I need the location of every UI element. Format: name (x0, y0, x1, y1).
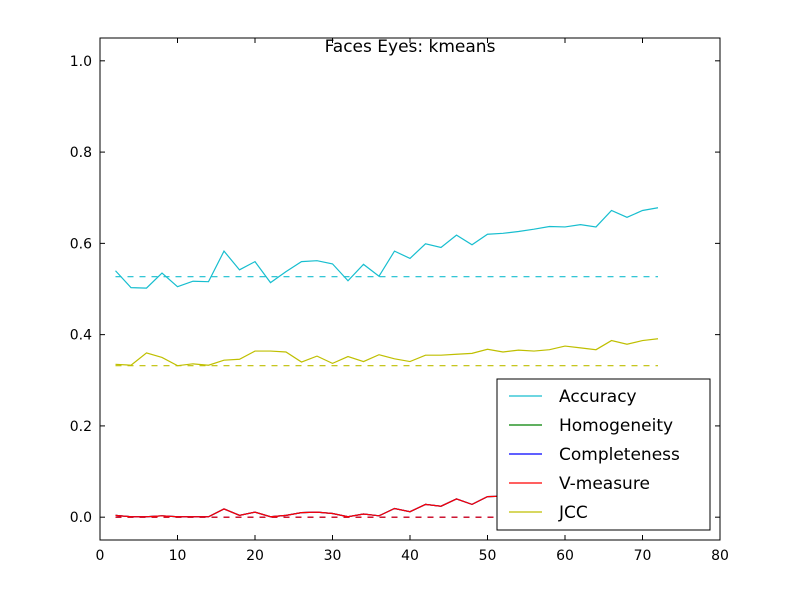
x-tick-label: 60 (556, 548, 574, 564)
x-tick-label: 10 (169, 548, 187, 564)
y-tick-label: 0.8 (70, 145, 92, 161)
series-line-accuracy (115, 207, 659, 289)
x-tick-label: 30 (324, 548, 342, 564)
legend-label-completeness: Completeness (559, 445, 680, 465)
legend: Accuracy Homogeneity Completeness V-measure… (496, 378, 711, 531)
series-line-jcc (115, 338, 659, 367)
x-tick-label: 70 (634, 548, 652, 564)
x-tick-label: 20 (246, 548, 264, 564)
x-tick-label: 80 (711, 548, 729, 564)
y-tick-label: 0.0 (70, 510, 92, 526)
legend-label-homogeneity: Homogeneity (559, 416, 673, 436)
x-tick-label: 40 (401, 548, 419, 564)
plot-area-frame (99, 37, 721, 541)
y-tick-label: 0.2 (70, 419, 92, 435)
ticks-layer: 0 10 20 30 40 50 60 70 80 0.0 0.2 0.4 0.6 0.8 1.0 (70, 38, 729, 564)
y-tick-label: 0.6 (70, 236, 92, 252)
y-tick-label: 1.0 (70, 54, 92, 70)
legend-label-v-measure: V-measure (559, 474, 650, 494)
x-tick-label: 50 (479, 548, 497, 564)
chart-title: Faces Eyes: kmeans (325, 37, 496, 57)
legend-label-jcc: JCC (558, 503, 588, 523)
y-tick-label: 0.4 (70, 328, 92, 344)
x-tick-label: 0 (96, 548, 105, 564)
legend-label-accuracy: Accuracy (559, 387, 637, 407)
